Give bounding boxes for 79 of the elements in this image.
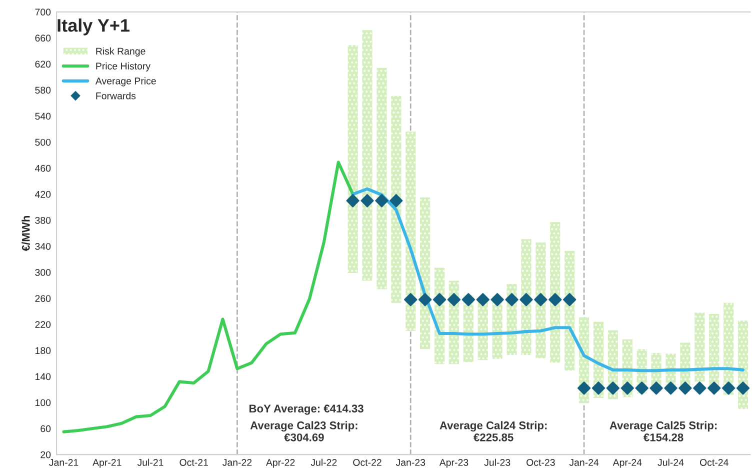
y-tick-label: 140 (36, 373, 51, 380)
bar (694, 312, 705, 382)
point (404, 293, 418, 306)
bar (406, 132, 416, 331)
y-tick-label: 100 (36, 399, 51, 406)
point (722, 382, 736, 395)
x-tick-label: Apr-24 (612, 459, 642, 468)
point (490, 293, 504, 306)
bar (376, 68, 387, 290)
point (505, 293, 518, 306)
y-tick-label: 300 (35, 269, 51, 276)
point (462, 293, 476, 306)
annotation: Average Cal25 Strip: €154.28 (610, 421, 717, 442)
bar (362, 30, 372, 281)
point (346, 194, 360, 208)
x-tick-label: Oct-21 (180, 459, 208, 466)
bar (391, 96, 402, 303)
y-tick-label: 580 (35, 86, 51, 94)
x-tick-label: Apr-23 (439, 459, 468, 468)
point (592, 382, 606, 395)
legend-label: Average Price (95, 77, 156, 86)
point (650, 382, 663, 395)
point (678, 382, 692, 395)
x-tick-label: Oct-22 (353, 459, 382, 466)
chart-title: Italy Y+1 (58, 18, 130, 36)
x-tick-label: Apr-21 (92, 459, 122, 468)
point (447, 293, 461, 306)
y-tick-label: 220 (35, 321, 51, 328)
point (548, 293, 562, 306)
x-tick-label: Oct-23 (526, 459, 555, 466)
y-tick-label: 340 (35, 242, 51, 250)
bar (550, 222, 560, 363)
x-tick-label: Jan-23 (396, 459, 426, 466)
y-tick-label: 20 (40, 451, 51, 458)
point (418, 293, 432, 306)
x-tick-label: Jan-24 (569, 459, 599, 466)
legend-label: Price History (96, 62, 151, 72)
point (360, 194, 374, 208)
bar (348, 45, 358, 273)
x-tick-label: Jul-21 (137, 458, 164, 466)
x-tick-label: Jan-21 (49, 459, 78, 466)
y-tick-label: 380 (35, 216, 51, 224)
point (620, 382, 634, 395)
y-tick-label: 460 (35, 164, 51, 172)
annotation: Average Cal24 Strip: €225.85 (440, 421, 547, 442)
y-axis-title: €/MWh (22, 216, 30, 252)
x-tick-label: Jul-22 (310, 458, 337, 466)
point (562, 293, 576, 306)
y-tick-label: 60 (40, 425, 51, 432)
point (736, 382, 750, 395)
x-tick-label: Jan-22 (222, 459, 252, 466)
point (534, 293, 548, 306)
point (606, 382, 620, 395)
y-tick-label: 700 (35, 8, 51, 16)
y-tick-label: 620 (35, 60, 51, 68)
legend-label: Forwards (96, 92, 136, 100)
x-tick-label: Apr-22 (266, 459, 295, 468)
point (664, 382, 678, 395)
annotation: Average Cal23 Strip: €304.69 (250, 421, 358, 442)
x-tick-label: Oct-24 (700, 459, 728, 466)
y-tick-label: 260 (35, 295, 51, 302)
x-tick-label: Jul-24 (658, 458, 684, 466)
annotation: BoY Average: €414.33 (249, 404, 364, 415)
point (635, 382, 648, 395)
y-tick-label: 540 (35, 112, 51, 120)
x-tick-label: Jul-23 (484, 458, 510, 466)
point (708, 382, 721, 395)
point (432, 293, 446, 306)
point (520, 293, 533, 306)
y-tick-label: 180 (36, 347, 51, 354)
y-tick-label: 420 (35, 190, 51, 198)
y-tick-label: 660 (35, 34, 51, 42)
point (375, 194, 388, 208)
point (390, 194, 403, 208)
legend-label: Risk Range (96, 47, 146, 57)
point (693, 382, 706, 395)
point (476, 293, 490, 306)
point (577, 382, 591, 395)
y-tick-label: 500 (35, 138, 51, 146)
